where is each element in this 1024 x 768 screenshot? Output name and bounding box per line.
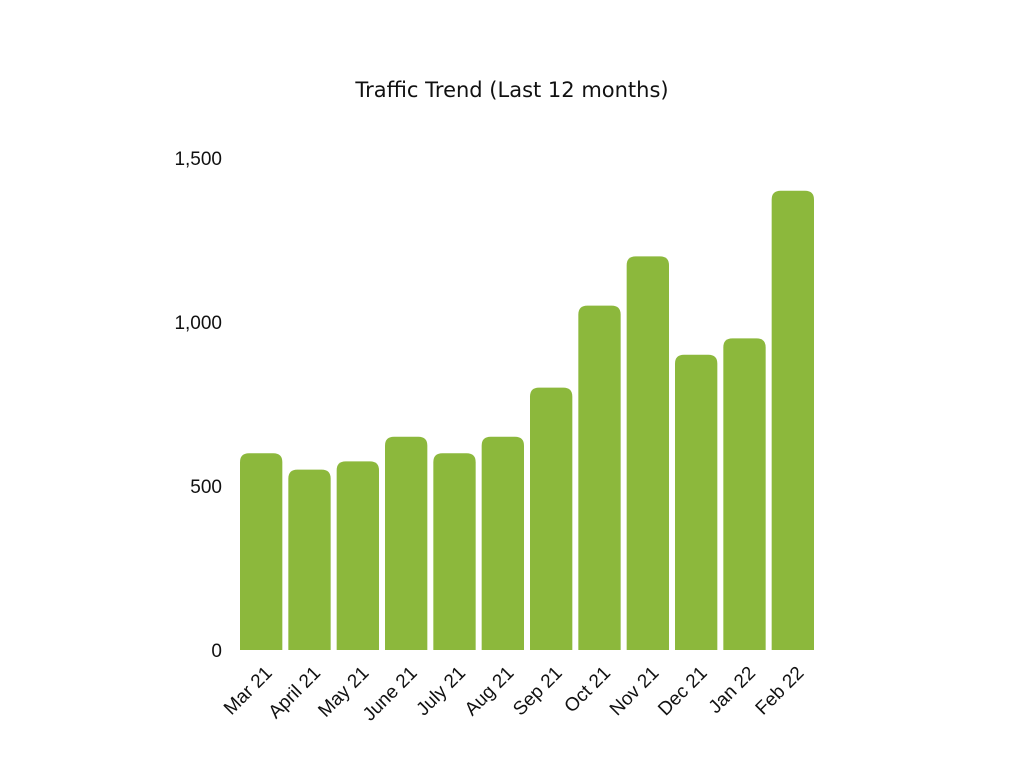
y-tick-label: 500	[190, 477, 222, 498]
bar	[481, 436, 524, 650]
bar	[240, 453, 283, 650]
x-tick-label: Oct 21	[561, 663, 615, 717]
bar	[336, 461, 379, 650]
bar	[530, 387, 573, 650]
chart-title: Traffic Trend (Last 12 months)	[355, 78, 669, 102]
bar	[288, 469, 331, 650]
y-tick-label: 1,000	[174, 313, 222, 334]
bar	[433, 453, 476, 650]
x-tick-label: Dec 21	[654, 663, 711, 720]
bar	[771, 190, 814, 651]
bars	[240, 190, 814, 651]
bar	[675, 354, 718, 650]
x-tick-label: Feb 22	[752, 663, 809, 720]
x-tick-label: Jan 22	[705, 663, 760, 718]
y-tick-label: 1,500	[174, 149, 222, 170]
x-tick-label: July 21	[413, 663, 470, 720]
bar	[578, 305, 621, 650]
bar	[385, 436, 428, 650]
x-tick-label: June 21	[359, 663, 422, 726]
y-tick-label: 0	[211, 641, 222, 662]
bar	[626, 256, 669, 650]
x-tick-label: Nov 21	[606, 663, 663, 720]
x-tick-label: Sep 21	[509, 663, 566, 720]
x-tick-label: Aug 21	[461, 663, 518, 720]
x-tick-label: April 21	[265, 663, 325, 723]
bar	[723, 338, 766, 650]
y-axis-ticks: 0 500 1,000 1,500	[174, 149, 222, 662]
